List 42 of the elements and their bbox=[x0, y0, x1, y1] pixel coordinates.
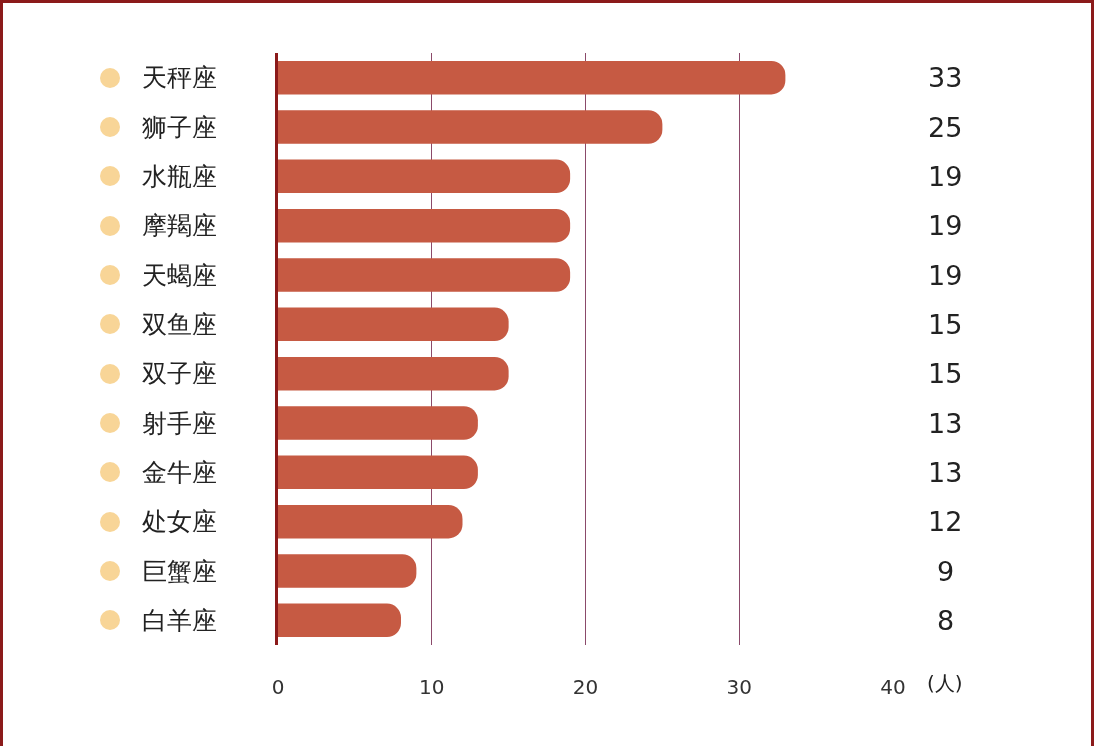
y-tick-label: 双子座 bbox=[142, 359, 217, 388]
x-tick-label: 0 bbox=[271, 675, 285, 699]
data-label: 8 bbox=[937, 605, 955, 636]
bar bbox=[278, 504, 463, 539]
x-tick-label: 10 bbox=[419, 675, 445, 699]
y-tick-label: 狮子座 bbox=[142, 113, 217, 142]
y-tick-label: 天蝎座 bbox=[142, 261, 217, 290]
y-tick-label: 射手座 bbox=[142, 409, 217, 438]
data-label: 13 bbox=[928, 408, 963, 439]
y-tick-label: 天秤座 bbox=[142, 63, 217, 92]
bar bbox=[278, 356, 509, 391]
data-label: 33 bbox=[928, 62, 963, 93]
y-tick-label: 摩羯座 bbox=[142, 211, 217, 240]
bar bbox=[278, 307, 509, 342]
x-tick-label: 20 bbox=[572, 675, 599, 699]
bar bbox=[278, 603, 401, 638]
y-tick-label: 巨蟹座 bbox=[142, 557, 217, 586]
x-tick-label: 30 bbox=[726, 675, 752, 699]
bar bbox=[278, 110, 663, 144]
y-tick-label: 双鱼座 bbox=[142, 310, 217, 339]
y-tick-label: 金牛座 bbox=[142, 458, 217, 487]
bar bbox=[278, 455, 478, 490]
data-label: 15 bbox=[928, 309, 963, 340]
data-label: 15 bbox=[928, 358, 963, 389]
data-label: 12 bbox=[928, 506, 963, 537]
data-label: 9 bbox=[937, 556, 955, 587]
bar bbox=[278, 258, 571, 292]
y-tick-label: 水瓶座 bbox=[142, 162, 217, 191]
data-label: 19 bbox=[928, 260, 963, 291]
data-label: 19 bbox=[928, 161, 963, 192]
x-axis-title: (人) bbox=[927, 671, 963, 695]
y-tick-label: 白羊座 bbox=[142, 606, 217, 635]
y-tick-label: 处女座 bbox=[142, 507, 217, 536]
x-tick-label: 40 bbox=[880, 675, 906, 699]
bar bbox=[278, 554, 417, 588]
bar bbox=[278, 406, 478, 440]
bar bbox=[278, 60, 786, 95]
bar bbox=[278, 208, 571, 243]
bar bbox=[278, 159, 571, 194]
data-label: 19 bbox=[928, 210, 963, 241]
data-label: 13 bbox=[928, 457, 963, 488]
data-label: 25 bbox=[928, 112, 963, 143]
